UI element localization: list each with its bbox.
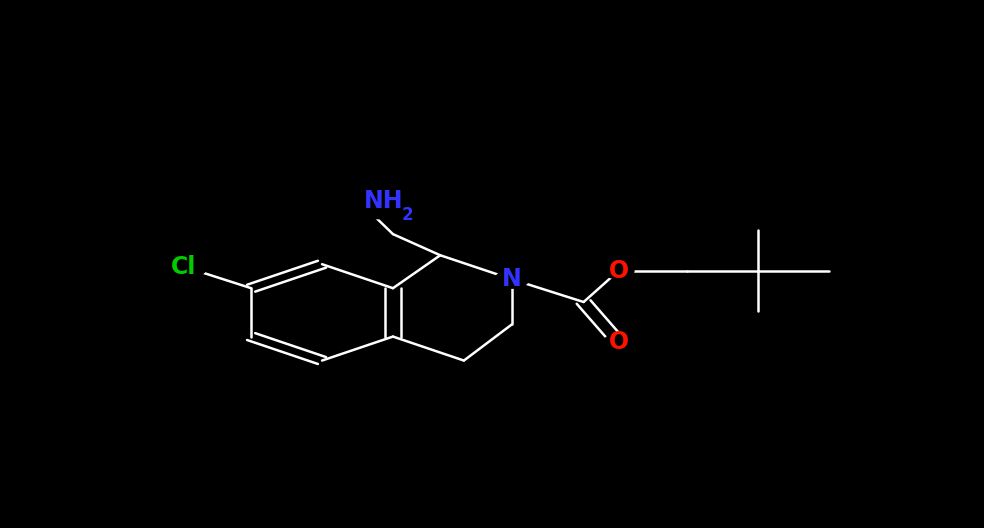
Text: O: O xyxy=(609,330,629,354)
Circle shape xyxy=(603,334,634,351)
Circle shape xyxy=(161,254,207,279)
Circle shape xyxy=(344,184,408,219)
Text: N: N xyxy=(502,267,522,291)
Text: NH: NH xyxy=(364,189,403,213)
Circle shape xyxy=(603,262,634,279)
Circle shape xyxy=(495,270,528,288)
Text: Cl: Cl xyxy=(171,254,197,279)
Text: 2: 2 xyxy=(401,205,413,224)
Text: O: O xyxy=(609,259,629,282)
